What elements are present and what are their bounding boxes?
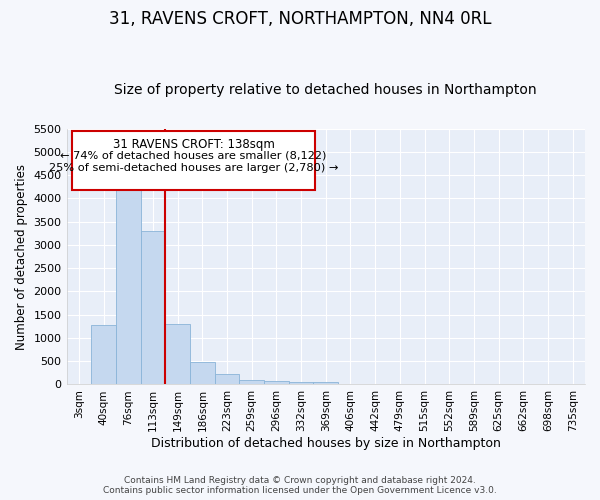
Text: Contains HM Land Registry data © Crown copyright and database right 2024.: Contains HM Land Registry data © Crown c… — [124, 476, 476, 485]
Bar — [91, 326, 116, 384]
Bar — [289, 382, 313, 384]
Text: 31, RAVENS CROFT, NORTHAMPTON, NN4 0RL: 31, RAVENS CROFT, NORTHAMPTON, NN4 0RL — [109, 10, 491, 28]
Bar — [165, 324, 190, 384]
Text: 31 RAVENS CROFT: 138sqm: 31 RAVENS CROFT: 138sqm — [113, 138, 275, 150]
Bar — [239, 380, 264, 384]
Bar — [313, 382, 338, 384]
Title: Size of property relative to detached houses in Northampton: Size of property relative to detached ho… — [115, 83, 537, 97]
Text: Contains public sector information licensed under the Open Government Licence v3: Contains public sector information licen… — [103, 486, 497, 495]
X-axis label: Distribution of detached houses by size in Northampton: Distribution of detached houses by size … — [151, 437, 501, 450]
Bar — [264, 381, 289, 384]
Text: 25% of semi-detached houses are larger (2,780) →: 25% of semi-detached houses are larger (… — [49, 163, 338, 173]
Bar — [116, 182, 140, 384]
Y-axis label: Number of detached properties: Number of detached properties — [15, 164, 28, 350]
Bar — [190, 362, 215, 384]
Bar — [215, 374, 239, 384]
Text: ← 74% of detached houses are smaller (8,122): ← 74% of detached houses are smaller (8,… — [61, 150, 327, 160]
Bar — [140, 231, 165, 384]
FancyBboxPatch shape — [72, 132, 316, 190]
